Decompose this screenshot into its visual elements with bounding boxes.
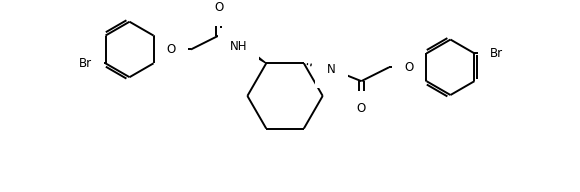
Text: O: O (214, 1, 223, 14)
Polygon shape (245, 48, 266, 63)
Text: N: N (327, 63, 336, 76)
Text: O: O (166, 43, 176, 56)
Text: O: O (357, 102, 366, 115)
Text: Br: Br (490, 47, 503, 60)
Text: Br: Br (79, 57, 92, 70)
Text: O: O (404, 61, 414, 74)
Text: NH: NH (230, 40, 247, 53)
Text: H: H (324, 54, 332, 64)
